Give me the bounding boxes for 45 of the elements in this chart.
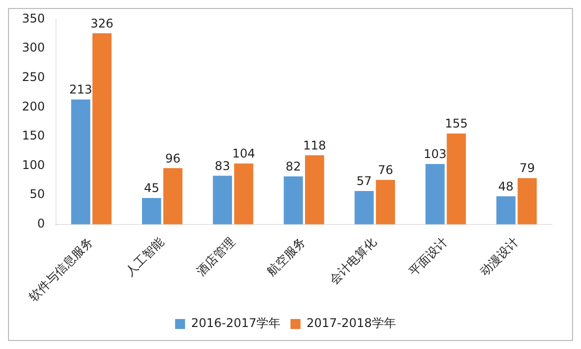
x-tick-label: 平面设计 — [406, 234, 450, 279]
data-label: 57 — [356, 174, 372, 188]
bar — [496, 196, 516, 224]
y-tick-label: 0 — [37, 216, 45, 231]
bar — [305, 155, 324, 224]
bar — [446, 134, 466, 224]
bar — [234, 163, 254, 224]
x-tick-label: 航空服务 — [264, 234, 308, 279]
bar — [354, 191, 374, 224]
y-tick-label: 100 — [22, 158, 45, 172]
legend-label: 2016-2017学年 — [191, 316, 281, 330]
bar — [142, 198, 162, 224]
y-tick-label: 150 — [22, 128, 45, 143]
x-tick-label: 动漫设计 — [477, 234, 521, 279]
bar — [212, 176, 232, 224]
bar — [425, 164, 445, 224]
data-label: 118 — [303, 138, 326, 152]
data-label: 155 — [444, 116, 468, 131]
data-label: 45 — [144, 181, 160, 196]
y-tick-label: 200 — [22, 99, 45, 114]
bar — [92, 33, 112, 224]
y-tick-label: 250 — [22, 70, 45, 84]
bar — [163, 168, 182, 224]
data-label: 82 — [286, 159, 301, 174]
bar — [284, 176, 303, 224]
data-label: 96 — [165, 151, 180, 166]
data-label: 103 — [424, 147, 447, 162]
y-tick-label: 50 — [30, 187, 45, 202]
bar — [376, 180, 396, 224]
legend-label: 2017-2018学年 — [306, 316, 396, 330]
bar — [71, 100, 90, 224]
data-label: 326 — [90, 16, 114, 30]
y-tick-label: 300 — [22, 40, 45, 55]
x-tick-label: 会计电算化 — [326, 234, 380, 288]
data-label: 76 — [378, 162, 394, 177]
data-label: 83 — [214, 158, 230, 173]
y-tick-label: 350 — [22, 11, 45, 26]
data-label: 104 — [232, 146, 256, 161]
data-label: 213 — [69, 82, 92, 97]
data-label: 48 — [498, 179, 514, 194]
data-label: 79 — [520, 161, 535, 176]
bar — [518, 178, 537, 224]
x-tick-label: 人工智能 — [122, 234, 167, 279]
x-tick-label: 酒店管理 — [194, 234, 238, 279]
x-tick-label: 软件与信息服务 — [26, 234, 96, 304]
